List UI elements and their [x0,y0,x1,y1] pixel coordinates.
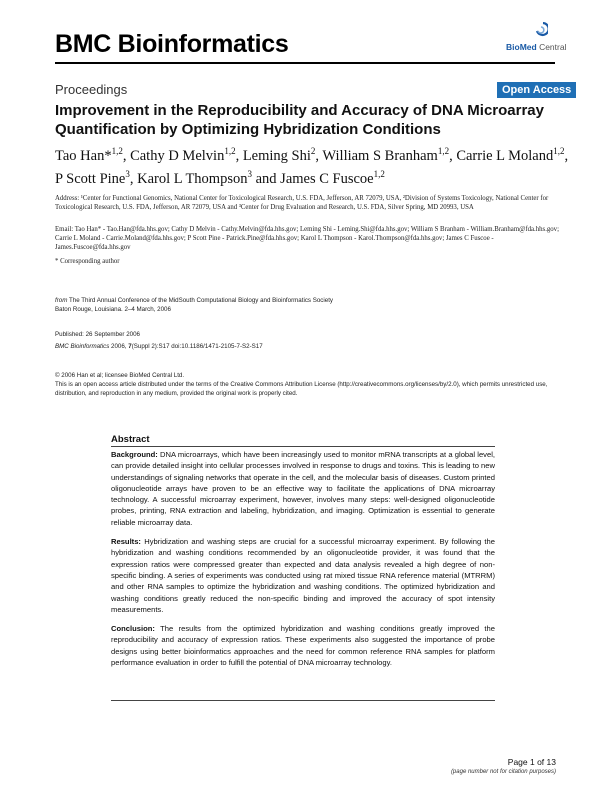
citation-doi: (Suppl 2):S17 doi:10.1186/1471-2105-7-S2… [131,343,263,350]
author-affiliation-marker: 3 [125,168,130,179]
conference-name: The Third Annual Conference of the MidSo… [67,297,334,304]
header-divider [55,62,555,64]
background-text: DNA microarrays, which have been increas… [111,450,495,527]
conference-location: Baton Rouge, Louisiana. 2–4 March, 2006 [55,306,171,313]
author-separator: , [122,147,131,164]
license-text: This is an open access article distribut… [55,381,548,397]
results-text: Hybridization and washing steps are cruc… [111,537,495,614]
author-name: Leming Shi [242,147,311,164]
citation-year: 2006, [109,343,129,350]
author-affiliation-marker: 1,2 [553,146,565,156]
from-prefix: from [55,297,68,304]
page-number: Page 1 of 13 [507,757,556,767]
author-affiliation-marker: 1,2 [437,146,450,156]
publisher-logo-text: BioMed Central [506,42,566,52]
conclusion-label: Conclusion: [111,624,155,634]
abstract-results: Results: Hybridization and washing steps… [111,536,495,615]
journal-title: BMC Bioinformatics [55,30,289,58]
author-separator: , [315,147,323,164]
abstract-heading: Abstract [111,434,150,445]
conference-info: from The Third Annual Conference of the … [55,296,560,314]
open-access-badge: Open Access [497,82,577,98]
author-separator: , [235,147,243,164]
author-affiliation-marker: 1,2 [224,146,236,156]
corresponding-author-note: * Corresponding author [55,258,120,265]
author-addresses: Address: ¹Center for Functional Genomics… [55,195,549,212]
section-label: Proceedings [55,82,128,97]
citation-journal: BMC Bioinformatics [55,343,110,350]
abstract-top-divider [111,446,495,447]
paper-title: Improvement in the Reproducibility and A… [55,102,544,138]
published-date: Published: 26 September 2006 [55,331,140,338]
author-name: Cathy D Melvin [130,147,225,164]
author-list: Tao Han*1,2, Cathy D Melvin1,2, Leming S… [55,142,575,188]
author-affiliation-marker: 3 [247,168,252,179]
abstract-background: Background: DNA microarrays, which have … [111,449,495,528]
author-name: William S Branham [322,147,438,164]
author-separator: , [129,170,138,187]
author-separator: , [449,147,457,164]
author-separator: and [251,170,281,187]
author-affiliation-marker: 2 [310,146,316,156]
page-number-note: (page number not for citation purposes) [450,769,556,775]
author-separator: , [564,147,569,164]
copyright-notice: © 2006 Han et al; licensee BioMed Centra… [55,372,185,379]
abstract-body: Background: DNA microarrays, which have … [111,449,495,676]
author-affiliation-marker: 1,2 [373,168,385,179]
abstract-conclusion: Conclusion: The results from the optimiz… [111,623,495,668]
publisher-logo-icon [535,22,548,37]
author-emails: Email: Tao Han* - Tao.Han@fda.hhs.gov; C… [55,226,559,252]
conclusion-text: The results from the optimized hybridiza… [111,624,495,668]
author-name: Karol L Thompson [137,170,248,187]
abstract-bottom-divider [111,700,495,701]
citation-line: BMC Bioinformatics 2006, 7(Suppl 2):S17 … [55,342,560,351]
publisher-logo[interactable]: BioMed Central [506,22,576,56]
author-name: Tao Han* [55,147,112,164]
background-label: Background: [111,450,158,459]
publisher-name-bold: BioMed [506,42,537,52]
author-name: James C Fuscoe [280,170,374,187]
publisher-name-rest: Central [536,42,567,52]
author-name: Carrie L Moland [456,147,554,164]
author-affiliation-marker: 1,2 [111,146,123,156]
citation-volume: 7 [128,343,132,350]
results-label: Results: [111,537,141,547]
author-name: P Scott Pine [55,170,126,187]
